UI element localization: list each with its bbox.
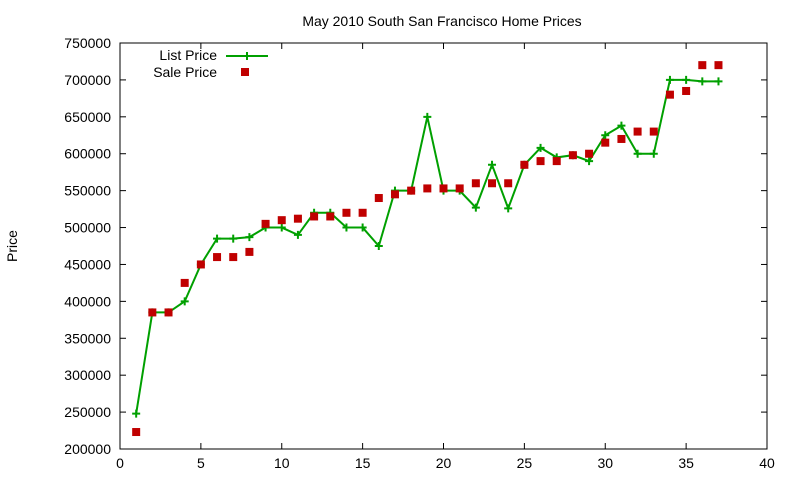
- sale-price-point: [649, 127, 658, 136]
- list-price-point: [649, 149, 658, 158]
- sale-price-point: [148, 308, 157, 317]
- list-price-point: [180, 297, 189, 306]
- y-tick-label: 350000: [64, 330, 111, 346]
- sale-price-point: [407, 186, 416, 195]
- list-price-point: [585, 157, 594, 166]
- sale-price-point: [342, 208, 351, 217]
- sale-price-point: [520, 160, 529, 169]
- x-tick-label: 30: [597, 455, 613, 471]
- legend-marker-sale-price: [241, 68, 249, 76]
- sale-price-point: [698, 61, 707, 70]
- sale-price-point: [293, 214, 302, 223]
- list-price-point: [374, 242, 383, 250]
- list-price-point: [633, 149, 642, 158]
- x-tick-label: 20: [436, 455, 452, 471]
- list-price-point: [471, 203, 480, 212]
- sale-price-point: [471, 179, 480, 188]
- list-price-point: [245, 233, 254, 242]
- sale-price-point: [585, 149, 594, 158]
- sale-price-point: [552, 157, 561, 166]
- list-price-point: [342, 223, 351, 232]
- sale-price-point: [455, 184, 464, 193]
- sale-price-point: [229, 253, 238, 262]
- y-tick-label: 300000: [64, 367, 111, 383]
- sale-price-point: [310, 212, 319, 221]
- legend-label-list-price: List Price: [159, 47, 217, 63]
- list-price-point: [423, 112, 432, 121]
- list-price-point: [504, 204, 513, 213]
- list-price-point: [293, 230, 302, 239]
- sale-price-point: [682, 86, 691, 95]
- legend-label-sale-price: Sale Price: [153, 64, 217, 80]
- x-tick-label: 25: [517, 455, 533, 471]
- axes: 0 5 10 15 20 25 30 35 40 200000 250000 300000 350000…: [64, 35, 775, 471]
- series-list-price: [132, 75, 723, 418]
- sale-price-point: [132, 428, 141, 437]
- list-price-point: [277, 223, 286, 232]
- legend: List Price Sale Price: [153, 47, 268, 80]
- y-tick-label: 600000: [64, 146, 111, 162]
- y-tick-label: 650000: [64, 109, 111, 125]
- y-tick-label: 250000: [64, 404, 111, 420]
- sale-price-point: [633, 127, 642, 136]
- list-price-point: [682, 75, 691, 84]
- list-price-point: [714, 77, 723, 86]
- y-tick-label: 400000: [64, 293, 111, 309]
- list-price-point: [213, 234, 222, 243]
- x-tick-label: 0: [116, 455, 124, 471]
- list-price-point: [358, 223, 367, 232]
- list-price-point: [132, 409, 141, 418]
- sale-price-point: [488, 179, 497, 188]
- list-price-point: [665, 75, 674, 84]
- x-tick-label: 40: [759, 455, 775, 471]
- series-sale-price: [132, 61, 723, 437]
- list-price-point: [698, 77, 707, 86]
- y-axis-label: Price: [4, 230, 20, 262]
- sale-price-point: [601, 138, 610, 147]
- sale-price-point: [245, 247, 254, 256]
- sale-price-point: [277, 216, 286, 225]
- sale-price-point: [358, 208, 367, 217]
- list-price-point: [601, 131, 610, 140]
- y-tick-label: 450000: [64, 256, 111, 272]
- plot-frame: [119, 42, 768, 450]
- legend-marker-list-price: [243, 52, 251, 60]
- sale-price-point: [261, 219, 270, 228]
- x-tick-label: 15: [355, 455, 371, 471]
- sale-price-point: [213, 253, 222, 262]
- chart-title: May 2010 South San Francisco Home Prices: [302, 13, 581, 29]
- sale-price-point: [568, 151, 577, 160]
- sale-price-point: [164, 308, 173, 317]
- x-tick-label: 5: [197, 455, 205, 471]
- sale-price-point: [536, 157, 545, 166]
- list-price-line: [135, 78, 719, 414]
- sale-price-point: [390, 190, 399, 199]
- sale-price-point: [196, 260, 205, 269]
- sale-price-point: [423, 184, 432, 193]
- sale-price-point: [714, 61, 723, 70]
- y-tick-label: 500000: [64, 220, 111, 236]
- list-price-point: [229, 234, 238, 243]
- sale-price-point: [504, 179, 513, 188]
- sale-price-point: [326, 212, 335, 221]
- y-tick-label: 750000: [64, 35, 111, 51]
- y-tick-label: 700000: [64, 72, 111, 88]
- list-price-point: [536, 143, 545, 152]
- list-price-point: [488, 160, 497, 169]
- y-tick-label: 200000: [64, 441, 111, 457]
- x-tick-label: 35: [678, 455, 694, 471]
- x-tick-label: 10: [274, 455, 290, 471]
- list-price-point: [617, 121, 626, 130]
- sale-price-point: [180, 278, 189, 287]
- sale-price-point: [665, 90, 674, 99]
- y-tick-label: 550000: [64, 183, 111, 199]
- sale-price-point: [374, 194, 383, 203]
- sale-price-point: [439, 184, 448, 193]
- sale-price-point: [617, 134, 626, 143]
